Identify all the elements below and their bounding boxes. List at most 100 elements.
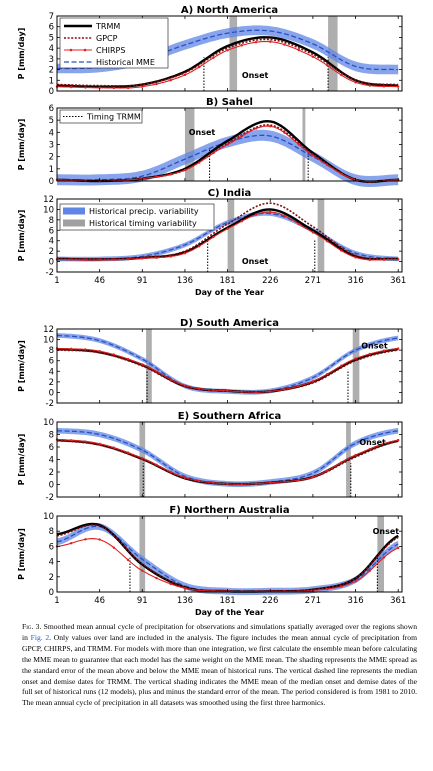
chirps-marker [98, 86, 101, 89]
y-tick-label: 10 [43, 336, 54, 346]
caption-text-2: . Only values over land are included in … [22, 632, 417, 708]
chirps-marker [325, 587, 329, 591]
timing-band [146, 329, 152, 403]
x-tick-label: 136 [177, 596, 193, 606]
chirps-marker [141, 363, 144, 366]
y-tick-label: 0 [49, 258, 54, 268]
x-tick-label: 316 [347, 276, 363, 286]
y-tick-label: 2 [49, 468, 54, 478]
chirps-marker [283, 388, 286, 391]
chirps-marker [197, 65, 201, 69]
chirps-marker [340, 461, 343, 464]
mme-spread-band [57, 129, 399, 187]
chirps-marker [169, 378, 172, 381]
chirps-marker [340, 364, 343, 367]
panel-title: E) Southern Africa [178, 411, 281, 422]
chirps-marker [197, 244, 201, 248]
x-axis-label: Day of the Year [195, 288, 264, 297]
chirps-marker [70, 347, 73, 351]
chirps-marker [226, 389, 229, 393]
chirps-marker [212, 56, 215, 59]
caption-figure-link[interactable]: Fig. 2 [30, 632, 50, 642]
chirps-marker [297, 222, 300, 226]
chirps-marker [397, 546, 400, 550]
x-tick-label: 46 [94, 276, 105, 286]
legend-label: GPCP [96, 34, 118, 43]
chirps-marker [354, 81, 357, 84]
chirps-marker [183, 587, 187, 590]
chirps-marker [269, 125, 272, 128]
chirps-marker [155, 463, 158, 467]
y-tick-label: 0 [49, 177, 54, 187]
chirps-marker [311, 55, 315, 58]
chirps-marker [155, 256, 158, 259]
chirps-marker [254, 482, 258, 485]
chirps-marker [183, 168, 187, 172]
chirps-marker [340, 249, 343, 252]
chirps-marker [84, 440, 87, 443]
chirps-marker [226, 49, 229, 52]
y-tick-label: 3 [49, 55, 54, 65]
chirps-marker [368, 569, 371, 572]
legend-marker [69, 48, 73, 52]
y-tick-label: 2 [49, 378, 54, 388]
y-tick-label: -2 [46, 268, 54, 278]
chirps-marker [240, 482, 244, 486]
chirps-marker [197, 479, 201, 483]
y-tick-label: 0 [49, 481, 54, 491]
panel-title: A) North America [181, 5, 278, 16]
chirps-marker [240, 220, 244, 223]
y-tick-label: 5 [49, 33, 54, 43]
chirps-marker [197, 589, 201, 592]
chirps-marker [197, 161, 201, 164]
y-tick-label: 6 [49, 23, 54, 33]
chirps-marker [297, 384, 300, 388]
legend-swatch-timing [63, 219, 85, 227]
chirps-marker [340, 172, 343, 175]
y-tick-label: 5 [49, 116, 54, 126]
y-tick-label: 0 [49, 87, 54, 97]
chirps-marker [212, 481, 215, 485]
chirps-marker [368, 258, 371, 262]
chirps-marker [240, 390, 244, 393]
chirps-marker [126, 86, 130, 90]
legend-label: Historical timing variability [89, 219, 197, 228]
chirps-marker [269, 40, 272, 43]
chirps-marker [340, 585, 343, 588]
chirps-marker [70, 258, 73, 261]
panel-frame [56, 198, 403, 273]
chirps-marker [70, 85, 73, 89]
caption-text-1: Smoothed mean annual cycle of precipitat… [22, 622, 417, 642]
chirps-marker [126, 258, 130, 261]
panel-title: F) Northern Australia [169, 505, 289, 516]
y-tick-label: 1 [49, 76, 54, 86]
y-tick-label: 7 [49, 12, 54, 22]
chirps-marker [70, 542, 73, 545]
chirps-marker [112, 446, 116, 449]
chirps-marker [112, 546, 116, 549]
chirps-marker [197, 387, 201, 390]
timing-band [139, 516, 146, 592]
chirps-marker [368, 447, 371, 451]
x-tick-label: 181 [219, 276, 235, 286]
chirps-marker [397, 258, 400, 261]
chirps-marker [311, 475, 315, 479]
y-tick-label: 4 [49, 558, 54, 568]
chirps-marker [325, 373, 329, 376]
timing-band [229, 16, 238, 91]
chirps-marker [183, 476, 187, 479]
chirps-marker [311, 154, 315, 157]
chirps-marker [212, 235, 215, 239]
y-tick-label: 6 [49, 357, 54, 367]
mme-spread-band [57, 211, 399, 262]
mme-spread-band [57, 427, 399, 487]
chirps-marker [297, 143, 300, 146]
x-tick-label: 271 [305, 596, 321, 606]
chirps-marker [311, 231, 315, 234]
y-axis-label: P [mm/day] [17, 528, 26, 580]
y-tick-label: 4 [49, 44, 54, 54]
x-axis-label: Day of the Year [195, 608, 264, 617]
